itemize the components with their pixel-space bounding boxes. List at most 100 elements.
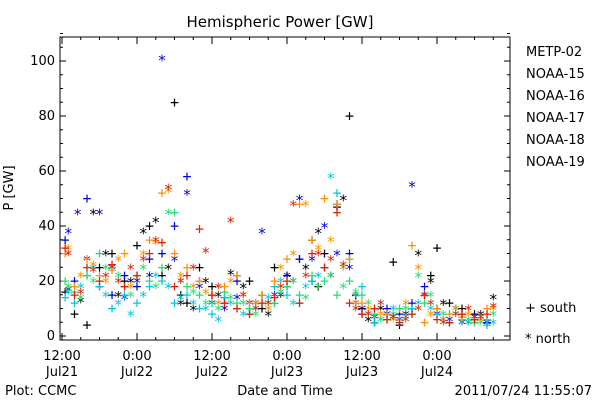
series-noaa-18: ++++ +++++++++ +++ ++++++ +++ + + ++++ + + ++*****…: [61, 183, 498, 331]
point-south: +: [182, 168, 191, 186]
x-tick-date: Jul23: [345, 365, 378, 380]
point-north: *: [326, 252, 335, 270]
point-south: +: [320, 245, 329, 263]
point-south: +: [207, 286, 216, 304]
x-tick-time: 0:00: [122, 349, 151, 364]
point-north: *: [289, 274, 298, 292]
footer-left: Plot: CCMC: [5, 384, 76, 399]
point-north: *: [339, 260, 348, 278]
point-south: +: [320, 258, 329, 276]
x-tick-date: Jul22: [120, 365, 153, 380]
point-south: +: [170, 278, 179, 296]
point-south: +: [470, 313, 479, 331]
point-south: +: [307, 245, 316, 263]
point-south: +: [295, 195, 304, 213]
point-south: +: [432, 305, 441, 323]
point-north: *: [351, 302, 360, 320]
point-south: +: [282, 272, 291, 290]
point-north: *: [314, 269, 323, 287]
point-north: *: [176, 274, 185, 292]
point-north: *: [114, 252, 123, 270]
point-south: +: [132, 267, 141, 285]
legend-entry-metp-02: METP-02: [526, 45, 582, 60]
point-south: +: [482, 311, 491, 329]
point-south: +: [207, 286, 216, 304]
point-north: *: [464, 315, 473, 333]
point-south: +: [332, 203, 341, 221]
point-south: +: [176, 286, 185, 304]
point-south: +: [420, 286, 429, 304]
point-south: +: [445, 313, 454, 331]
point-south: +: [195, 258, 204, 276]
point-north: *: [89, 263, 98, 281]
point-north: *: [376, 313, 385, 331]
point-south: +: [107, 256, 116, 274]
point-south: +: [345, 250, 354, 268]
point-north: *: [170, 252, 179, 270]
point-north: *: [89, 260, 98, 278]
point-south: +: [382, 300, 391, 318]
y-tick-label: 0: [47, 329, 55, 344]
point-north: *: [139, 247, 148, 265]
point-south: +: [207, 286, 216, 304]
point-north: *: [426, 288, 435, 306]
point-south: +: [95, 245, 104, 263]
point-north: *: [264, 302, 273, 320]
data-points: ++++++++++++++++ +++ ++++++++++ ++++++++ + + +…: [61, 51, 498, 334]
point-south: +: [357, 286, 366, 304]
point-south: +: [157, 272, 166, 290]
point-south: +: [245, 272, 254, 290]
point-south: +: [457, 305, 466, 323]
point-north: *: [176, 291, 185, 309]
point-south: +: [420, 313, 429, 331]
point-north: *: [376, 313, 385, 331]
point-south: +: [351, 286, 360, 304]
point-north: *: [264, 296, 273, 314]
point-south: +: [70, 305, 79, 323]
point-north: *: [489, 307, 498, 325]
point-north: *: [357, 302, 366, 320]
point-north: *: [182, 186, 191, 204]
point-south: +: [407, 305, 416, 323]
point-north: *: [164, 280, 173, 298]
point-south: +: [370, 313, 379, 331]
series-noaa-15: ++++ ++++ +++++ ++++ ++++++++ ++ +++++ + + +*****…: [61, 51, 492, 333]
point-south: +: [270, 289, 279, 307]
point-north: *: [126, 288, 135, 306]
point-north: *: [101, 247, 110, 265]
point-north: *: [476, 310, 485, 328]
point-south: +: [120, 267, 129, 285]
point-north: *: [401, 302, 410, 320]
point-south: +: [82, 250, 91, 268]
point-north: *: [226, 274, 235, 292]
point-south: +: [470, 311, 479, 329]
point-south: +: [320, 272, 329, 290]
point-south: +: [457, 311, 466, 329]
point-north: *: [151, 214, 160, 232]
point-south: +: [132, 294, 141, 312]
point-north: *: [389, 307, 398, 325]
point-south: +: [307, 267, 316, 285]
point-south: +: [245, 300, 254, 318]
point-north: *: [64, 280, 73, 298]
point-south: +: [232, 267, 241, 285]
point-south: +: [395, 300, 404, 318]
point-north: *: [482, 315, 491, 333]
point-south: +: [207, 278, 216, 296]
point-south: +: [195, 220, 204, 238]
point-north: *: [457, 315, 466, 333]
point-south: +: [307, 231, 316, 249]
point-north: *: [101, 288, 110, 306]
x-tick-date: Jul24: [420, 365, 453, 380]
point-north: *: [339, 280, 348, 298]
point-north: *: [226, 214, 235, 232]
point-north: *: [195, 280, 204, 298]
point-south: +: [145, 245, 154, 263]
point-south: +: [345, 245, 354, 263]
point-south: +: [145, 250, 154, 268]
point-north: *: [164, 181, 173, 199]
point-south: +: [470, 305, 479, 323]
point-north: *: [276, 274, 285, 292]
point-south: +: [220, 289, 229, 307]
